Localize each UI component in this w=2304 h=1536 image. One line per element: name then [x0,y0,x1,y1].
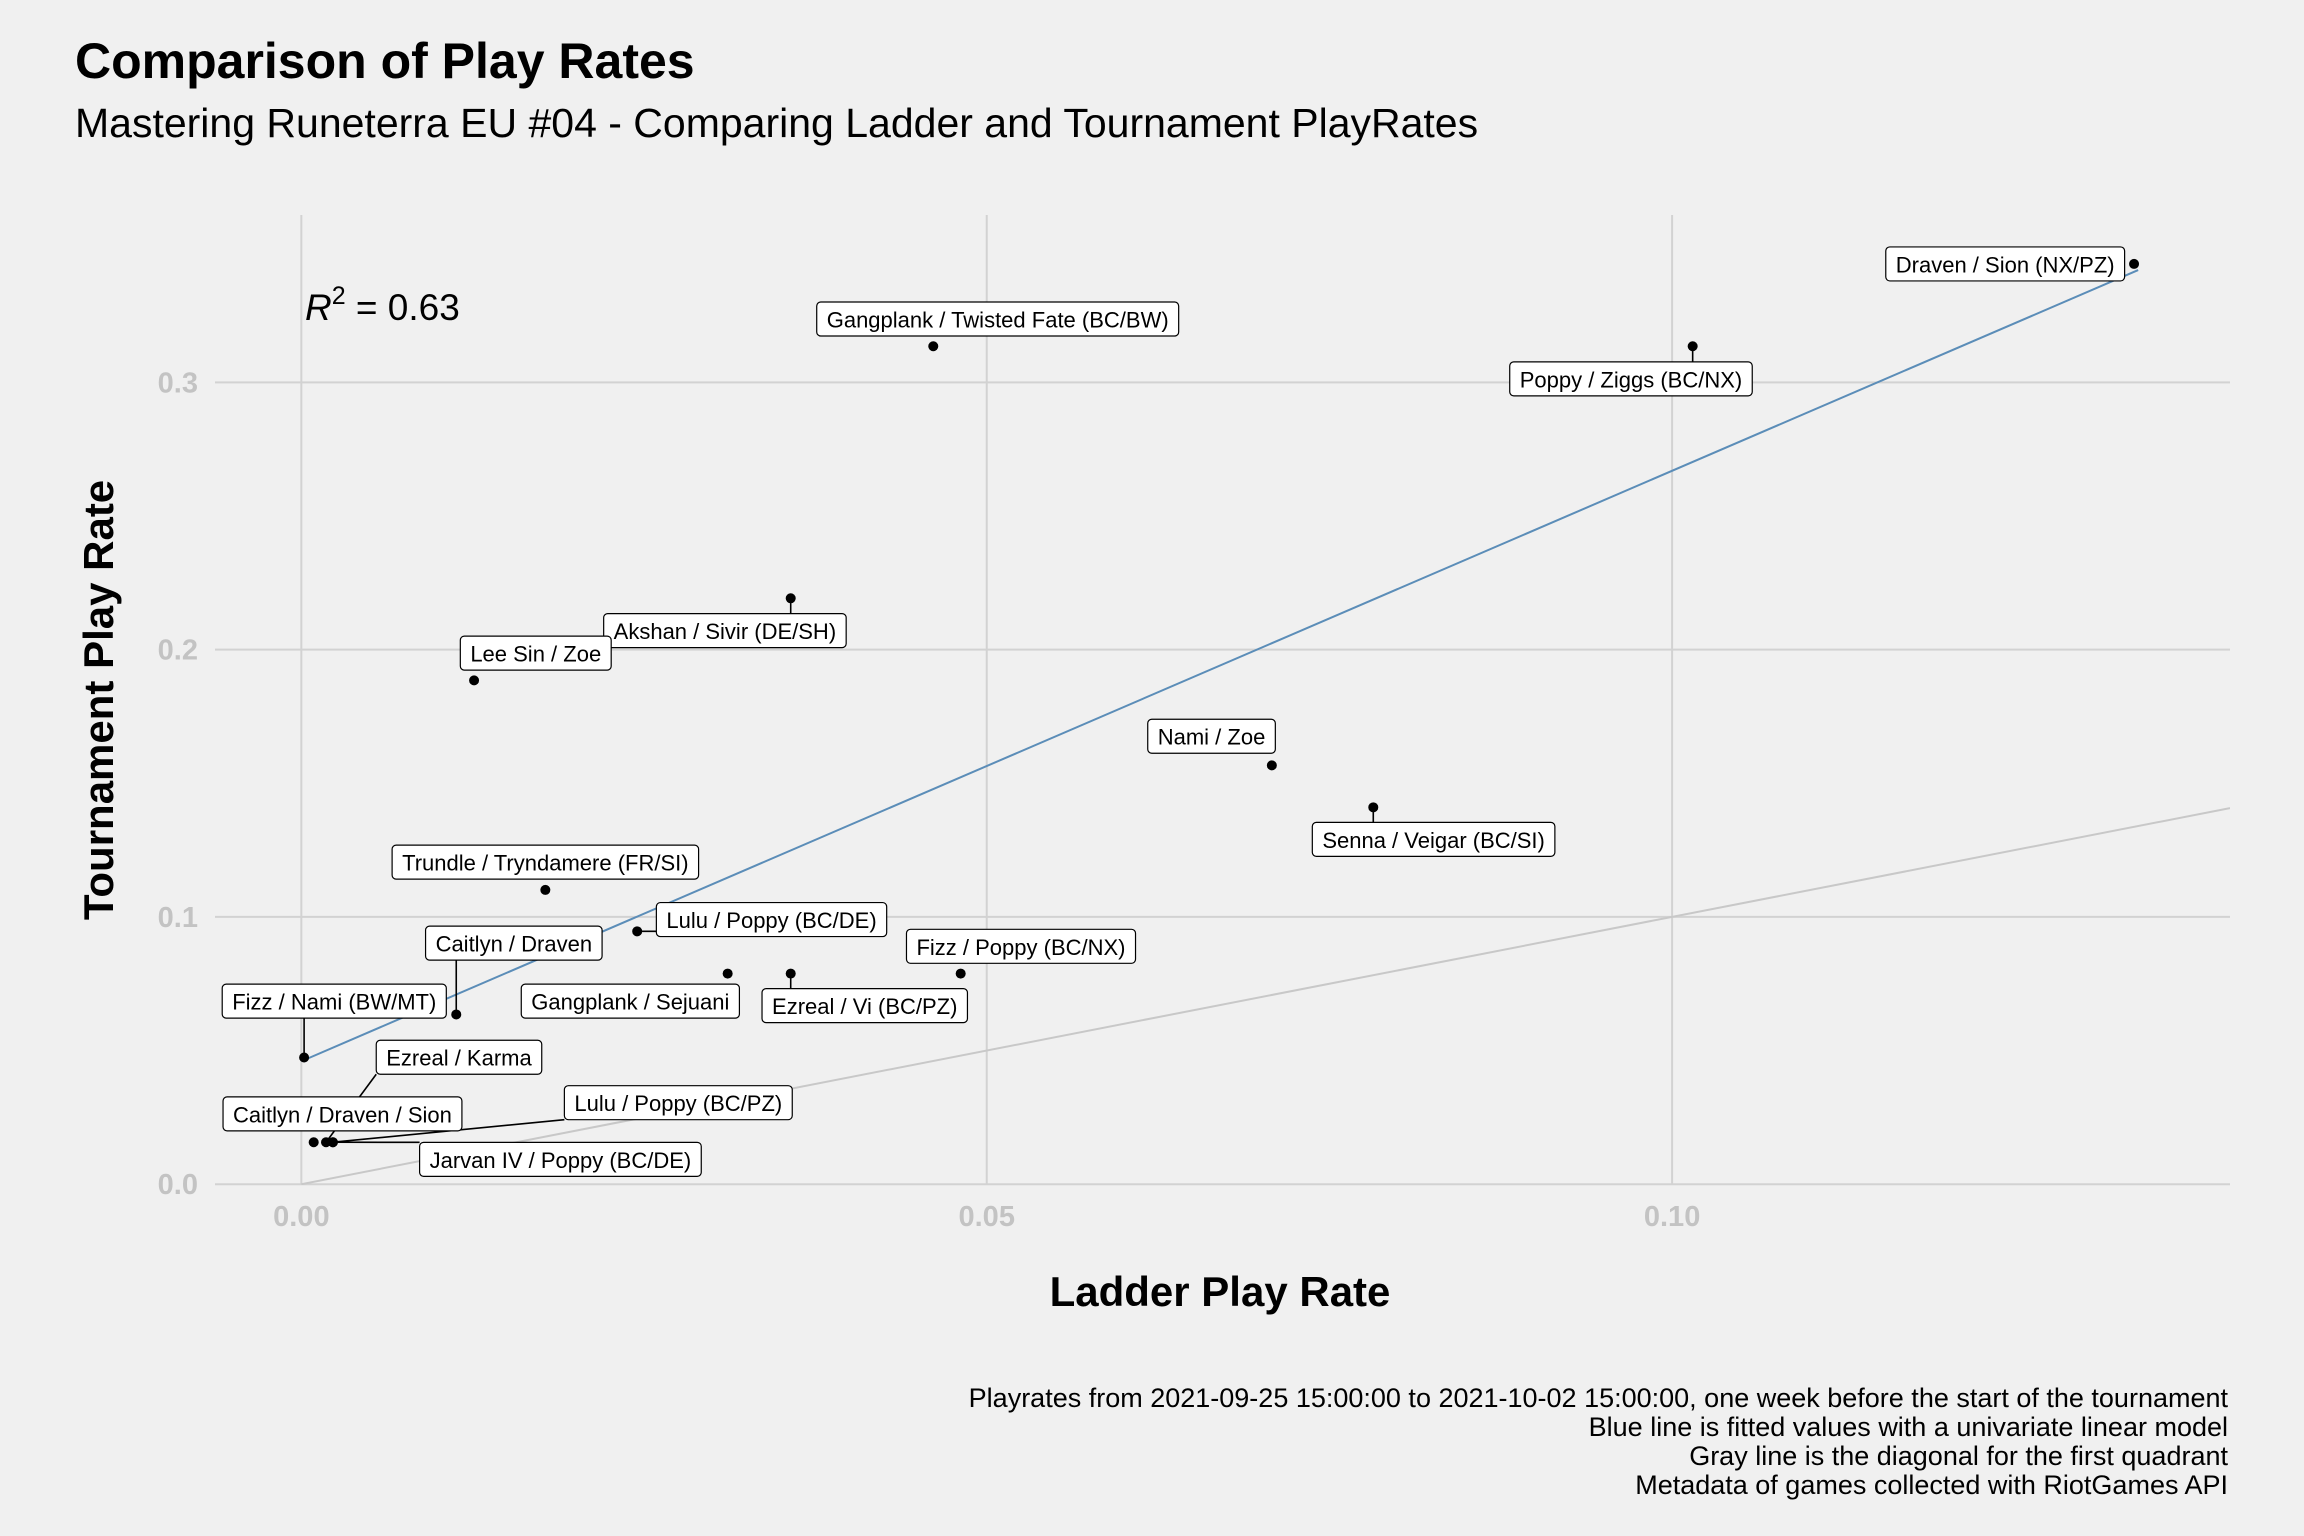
caption-line: Blue line is fitted values with a univar… [1588,1412,2228,1442]
axis-ticks: 0.00 0.05 0.10 0.0 0.1 0.2 0.3 [158,367,1701,1233]
reference-lines [300,269,2230,1185]
data-point [299,1052,310,1063]
point-label-text: Caitlyn / Draven [436,932,593,957]
data-point [327,1137,338,1148]
point-label-box [221,983,447,1019]
point-label: Gangplank / Sejuani [520,983,741,1019]
point-label: Caitlyn / Draven [424,925,603,961]
point-label: Lulu / Poppy (BC/DE) [655,901,888,938]
point-label: Poppy / Ziggs (BC/NX) [1509,361,1753,397]
data-point [785,593,796,604]
point-label-text: Lee Sin / Zoe [470,642,601,667]
point-label: Fizz / Poppy (BC/NX) [905,928,1137,964]
point-label: Jarvan IV / Poppy (BC/DE) [419,1141,702,1177]
point-label-text: Ezreal / Vi (BC/PZ) [772,994,957,1019]
x-tick-label: 0.10 [1644,1201,1700,1233]
point-label-box [603,613,847,649]
point-label-text: Lulu / Poppy (BC/DE) [666,908,876,933]
chart-subtitle: Mastering Runeterra EU #04 - Comparing L… [75,100,1479,146]
caption-line: Metadata of games collected with RiotGam… [1635,1470,2228,1500]
point-label: Lulu / Poppy (BC/PZ) [563,1085,793,1121]
y-tick-label: 0.3 [158,367,198,399]
data-point [1687,341,1698,352]
x-axis-title: Ladder Play Rate [1050,1268,1391,1315]
point-label: Senna / Veigar (BC/SI) [1311,821,1556,857]
data-point [1266,760,1277,771]
point-label-text: Draven / Sion (NX/PZ) [1896,252,2115,277]
point-label-text: Ezreal / Karma [386,1046,532,1071]
y-tick-label: 0.0 [158,1169,198,1201]
data-point [928,341,939,352]
data-labels: Draven / Sion (NX/PZ) Gangplank / Twisted… [221,246,2126,1177]
data-points [299,258,2140,1148]
x-tick-label: 0.05 [959,1201,1015,1233]
point-label-box [1311,821,1556,857]
point-label-box [222,1096,463,1132]
y-tick-label: 0.2 [158,635,198,667]
diagonal-line [301,807,2230,1185]
data-point [321,1137,332,1148]
data-point [1368,802,1379,813]
point-label: Akshan / Sivir (DE/SH) [603,613,847,649]
point-label-box [520,983,741,1019]
point-label: Draven / Sion (NX/PZ) [1885,246,2126,282]
point-label-box [1509,361,1753,397]
point-label: Nami / Zoe [1147,718,1276,754]
point-label-box [761,988,969,1024]
x-tick-label: 0.00 [273,1201,329,1233]
point-label-box [1885,246,2126,282]
data-point [540,884,551,895]
point-label-box [905,928,1137,964]
point-label: Caitlyn / Draven / Sion [222,1096,463,1132]
data-point [785,968,796,979]
point-label: Trundle / Tryndamere (FR/SI) [391,844,700,880]
point-label-text: Caitlyn / Draven / Sion [233,1102,452,1127]
point-label-box [655,901,888,938]
point-label-text: Gangplank / Twisted Fate (BC/BW) [827,307,1169,332]
data-point [451,1009,462,1020]
point-label-text: Nami / Zoe [1158,725,1266,750]
point-label-box [459,635,612,671]
point-label-box [1147,718,1276,754]
point-label-text: Poppy / Ziggs (BC/NX) [1520,367,1743,392]
point-label: Gangplank / Twisted Fate (BC/BW) [816,301,1180,337]
point-label-text: Akshan / Sivir (DE/SH) [614,619,837,644]
point-label-box [816,301,1180,337]
point-label-box [391,844,700,880]
point-label-box [375,1039,543,1075]
point-label-text: Fizz / Nami (BW/MT) [232,990,436,1015]
point-label-text: Jarvan IV / Poppy (BC/DE) [430,1148,692,1173]
chart-caption: Playrates from 2021-09-25 15:00:00 to 20… [969,1384,2228,1500]
point-label-text: Lulu / Poppy (BC/PZ) [574,1091,782,1116]
data-point [722,968,733,979]
point-label: Fizz / Nami (BW/MT) [221,983,447,1019]
point-label: Ezreal / Vi (BC/PZ) [761,988,969,1024]
y-axis-title: Tournament Play Rate [75,480,122,920]
y-tick-label: 0.1 [158,902,198,934]
data-point [632,926,643,937]
caption-line: Playrates from 2021-09-25 15:00:00 to 20… [968,1383,2228,1413]
chart-title: Comparison of Play Rates [75,33,695,89]
point-label: Ezreal / Karma [375,1039,543,1075]
point-label: Lee Sin / Zoe [459,635,612,671]
data-point [955,968,966,979]
point-label-text: Fizz / Poppy (BC/NX) [916,935,1125,960]
caption-line: Gray line is the diagonal for the first … [1689,1441,2228,1471]
point-label-text: Senna / Veigar (BC/SI) [1322,828,1545,853]
fit-line [300,269,2139,1063]
point-label-box [424,925,603,961]
point-label-text: Gangplank / Sejuani [531,990,729,1015]
point-label-text: Trundle / Tryndamere (FR/SI) [402,851,688,876]
data-point [469,675,480,686]
r-squared-annotation: R2 = 0.63 [305,282,460,328]
data-point [2129,258,2140,269]
point-label-box [419,1141,702,1177]
data-point [308,1137,319,1148]
point-label-box [563,1085,793,1121]
label-leader-lines [303,346,1694,1144]
